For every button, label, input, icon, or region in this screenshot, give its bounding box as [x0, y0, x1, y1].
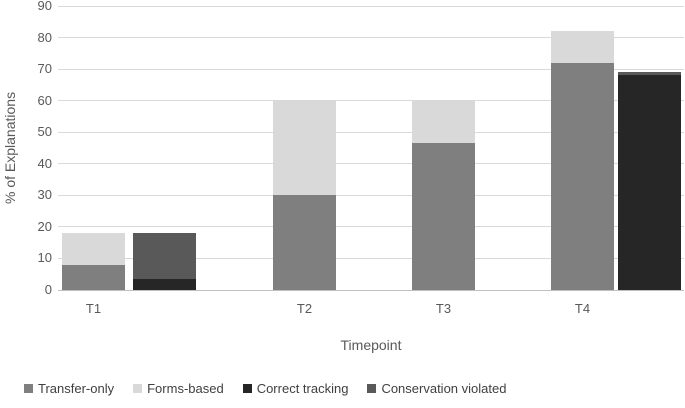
- bar-segment-t3-transfer-only: [412, 142, 475, 290]
- legend: Transfer-only Forms-based Correct tracking…: [24, 381, 506, 396]
- bar-segment-t1-transfer-only: [62, 264, 125, 290]
- y-tick-label-40: 40: [37, 155, 52, 171]
- bar-segment-t3-forms-based: [412, 100, 475, 143]
- bar-segment-t4-correct-tracking: [618, 75, 681, 290]
- legend-item-correct-tracking: Correct tracking: [242, 381, 349, 396]
- y-tick-label-30: 30: [37, 187, 52, 203]
- y-tick-label-60: 60: [37, 92, 52, 108]
- legend-label: Correct tracking: [256, 381, 349, 396]
- legend-label: Forms-based: [147, 381, 224, 396]
- y-tick-label-0: 0: [44, 282, 52, 297]
- legend-item-conservation-violated: Conservation violated: [367, 381, 506, 396]
- legend-item-forms-based: Forms-based: [133, 381, 224, 396]
- y-tick-label-90: 90: [37, 0, 52, 13]
- legend-swatch-transfer-only: [24, 384, 33, 393]
- bar-segment-t2-transfer-only: [273, 195, 336, 290]
- x-tick-label-t4: T4: [574, 301, 591, 316]
- bar-segment-t4-conservation-violated: [618, 72, 681, 76]
- gridline-80: [58, 37, 684, 39]
- legend-swatch-forms-based: [133, 384, 143, 393]
- gridline-40: [58, 163, 684, 165]
- gridline-90: [58, 5, 684, 7]
- x-tick-label-t1: T1: [85, 301, 102, 316]
- bar-segment-t2-forms-based: [273, 100, 336, 196]
- bar-segment-t1-forms-based: [62, 233, 125, 265]
- x-axis-title: Timepoint: [340, 337, 402, 353]
- x-tick-label-t3: T3: [435, 301, 452, 316]
- gridline-60: [58, 100, 684, 102]
- y-tick-label-10: 10: [37, 250, 52, 266]
- legend-swatch-correct-tracking: [242, 384, 252, 393]
- x-axis-line: [58, 289, 684, 291]
- y-tick-label-80: 80: [37, 29, 52, 45]
- legend-label: Conservation violated: [381, 381, 507, 396]
- legend-swatch-conservation-violated: [367, 384, 377, 393]
- legend-item-transfer-only: Transfer-only: [24, 381, 114, 396]
- legend-label: Transfer-only: [38, 381, 115, 396]
- gridline-50: [58, 131, 684, 133]
- x-tick-label-t2: T2: [296, 301, 313, 316]
- gridline-70: [58, 68, 684, 70]
- y-axis-title: % of Explanations: [2, 91, 18, 205]
- bar-segment-t4-forms-based: [551, 31, 614, 63]
- bar-segment-t1-correct-tracking: [133, 278, 196, 290]
- y-tick-label-70: 70: [37, 61, 52, 77]
- y-tick-label-20: 20: [37, 218, 52, 234]
- gridline-20: [58, 226, 684, 228]
- y-tick-label-50: 50: [37, 124, 52, 140]
- bar-segment-t4-transfer-only: [551, 62, 614, 290]
- gridline-10: [58, 257, 684, 259]
- bar-segment-t1-conservation-violated: [133, 233, 196, 279]
- gridline-30: [58, 194, 684, 196]
